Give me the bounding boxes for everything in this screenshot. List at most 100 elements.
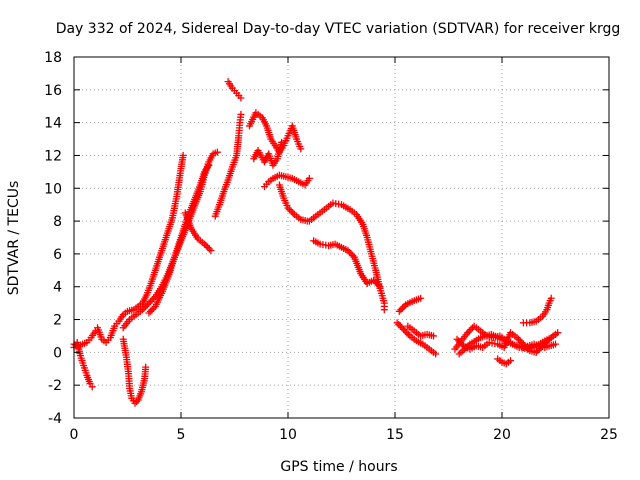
data-point: [131, 399, 139, 407]
data-point: [400, 302, 408, 310]
series-satellite-track-17: [404, 322, 438, 340]
data-point: [138, 306, 146, 314]
y-tick-label: -4: [48, 411, 62, 427]
y-tick-label: 18: [44, 50, 62, 66]
data-point: [344, 247, 352, 255]
series-satellite-track-14: [310, 237, 384, 291]
series-satellite-track-20: [494, 355, 515, 368]
data-point: [398, 324, 406, 332]
data-point: [179, 151, 187, 159]
data-point: [401, 327, 409, 335]
data-point: [467, 325, 475, 333]
series-satellite-track-12: [275, 181, 311, 225]
y-tick-label: 2: [53, 313, 62, 329]
data-point: [455, 337, 463, 345]
data-point: [380, 306, 388, 314]
data-point: [213, 148, 221, 156]
data-point: [150, 304, 158, 312]
y-tick-label: 10: [44, 181, 62, 197]
series-satellite-track-13: [305, 199, 388, 314]
data-point: [147, 307, 155, 315]
data-point: [142, 302, 150, 310]
x-axis-label: GPS time / hours: [280, 459, 397, 475]
data-point: [207, 247, 215, 255]
x-tick-label: 0: [70, 427, 79, 443]
series-satellite-track-15: [393, 319, 440, 358]
data-point: [396, 322, 404, 330]
data-point: [516, 337, 524, 345]
data-point: [507, 357, 515, 365]
axis-ticks: [73, 56, 610, 419]
data-point: [398, 304, 406, 312]
data-point: [286, 206, 294, 214]
data-point: [347, 250, 355, 258]
data-point: [133, 398, 141, 406]
y-tick-label: 8: [53, 214, 62, 230]
data-point: [205, 161, 213, 169]
series-satellite-track-16: [395, 294, 425, 315]
data-point: [145, 309, 153, 317]
data-point: [464, 329, 472, 337]
series-satellite-track-21: [519, 294, 555, 327]
data-point: [145, 299, 153, 307]
data-point: [349, 252, 357, 260]
series-satellite-track-5: [145, 161, 213, 317]
data-point: [88, 383, 96, 391]
chart-title: Day 332 of 2024, Sidereal Day-to-day VTE…: [56, 21, 621, 37]
x-tick-label: 10: [279, 427, 297, 443]
data-point: [287, 207, 295, 215]
y-tick-label: 6: [53, 247, 62, 263]
data-point: [400, 325, 408, 333]
data-point: [456, 339, 464, 347]
data-point: [432, 350, 440, 358]
data-point: [148, 306, 156, 314]
data-point: [289, 209, 297, 217]
data-point: [393, 319, 401, 327]
data-point: [552, 340, 559, 348]
y-tick-label: 12: [44, 148, 62, 164]
data-point: [278, 138, 286, 146]
y-axis-label: SDTVAR / TECUs: [6, 181, 22, 296]
series-satellite-track-7: [211, 110, 245, 220]
data-point: [403, 329, 411, 337]
data-point: [542, 339, 550, 347]
data-point: [430, 332, 438, 340]
data-point: [202, 242, 210, 250]
data-point: [552, 330, 559, 338]
data-point: [417, 294, 425, 302]
data-point: [397, 306, 405, 314]
y-tick-label: -2: [48, 378, 62, 394]
data-point: [513, 334, 521, 342]
data-point: [237, 94, 245, 102]
data-point: [148, 296, 156, 304]
series-satellite-track-6: [181, 209, 215, 255]
plot-frame: [73, 56, 610, 419]
data-point: [371, 278, 379, 286]
data-point: [143, 301, 151, 309]
data-point: [532, 348, 540, 356]
axis-tick-labels: 0 5 10 15 20 25 -4 -2 0 2 4 6 8 10 12 14 16 18: [44, 50, 618, 443]
data-point: [147, 297, 155, 305]
data-point: [395, 307, 403, 315]
data-point: [370, 276, 378, 284]
y-tick-label: 16: [44, 83, 62, 99]
data-point: [395, 320, 403, 328]
x-tick-label: 15: [386, 427, 404, 443]
data-point: [465, 327, 473, 335]
data-point: [543, 337, 551, 345]
data-point: [305, 174, 313, 182]
x-tick-label: 20: [493, 427, 511, 443]
data-point: [284, 204, 292, 212]
data-point: [404, 330, 412, 338]
data-point: [297, 145, 305, 153]
data-point: [142, 363, 150, 371]
data-point: [515, 335, 523, 343]
data-point: [204, 243, 212, 251]
series-satellite-track-3: [119, 335, 150, 407]
series-satellite-track-8: [224, 78, 245, 102]
data-point: [373, 279, 381, 287]
series-satellite-track-11: [260, 171, 313, 191]
data-point: [453, 335, 461, 343]
